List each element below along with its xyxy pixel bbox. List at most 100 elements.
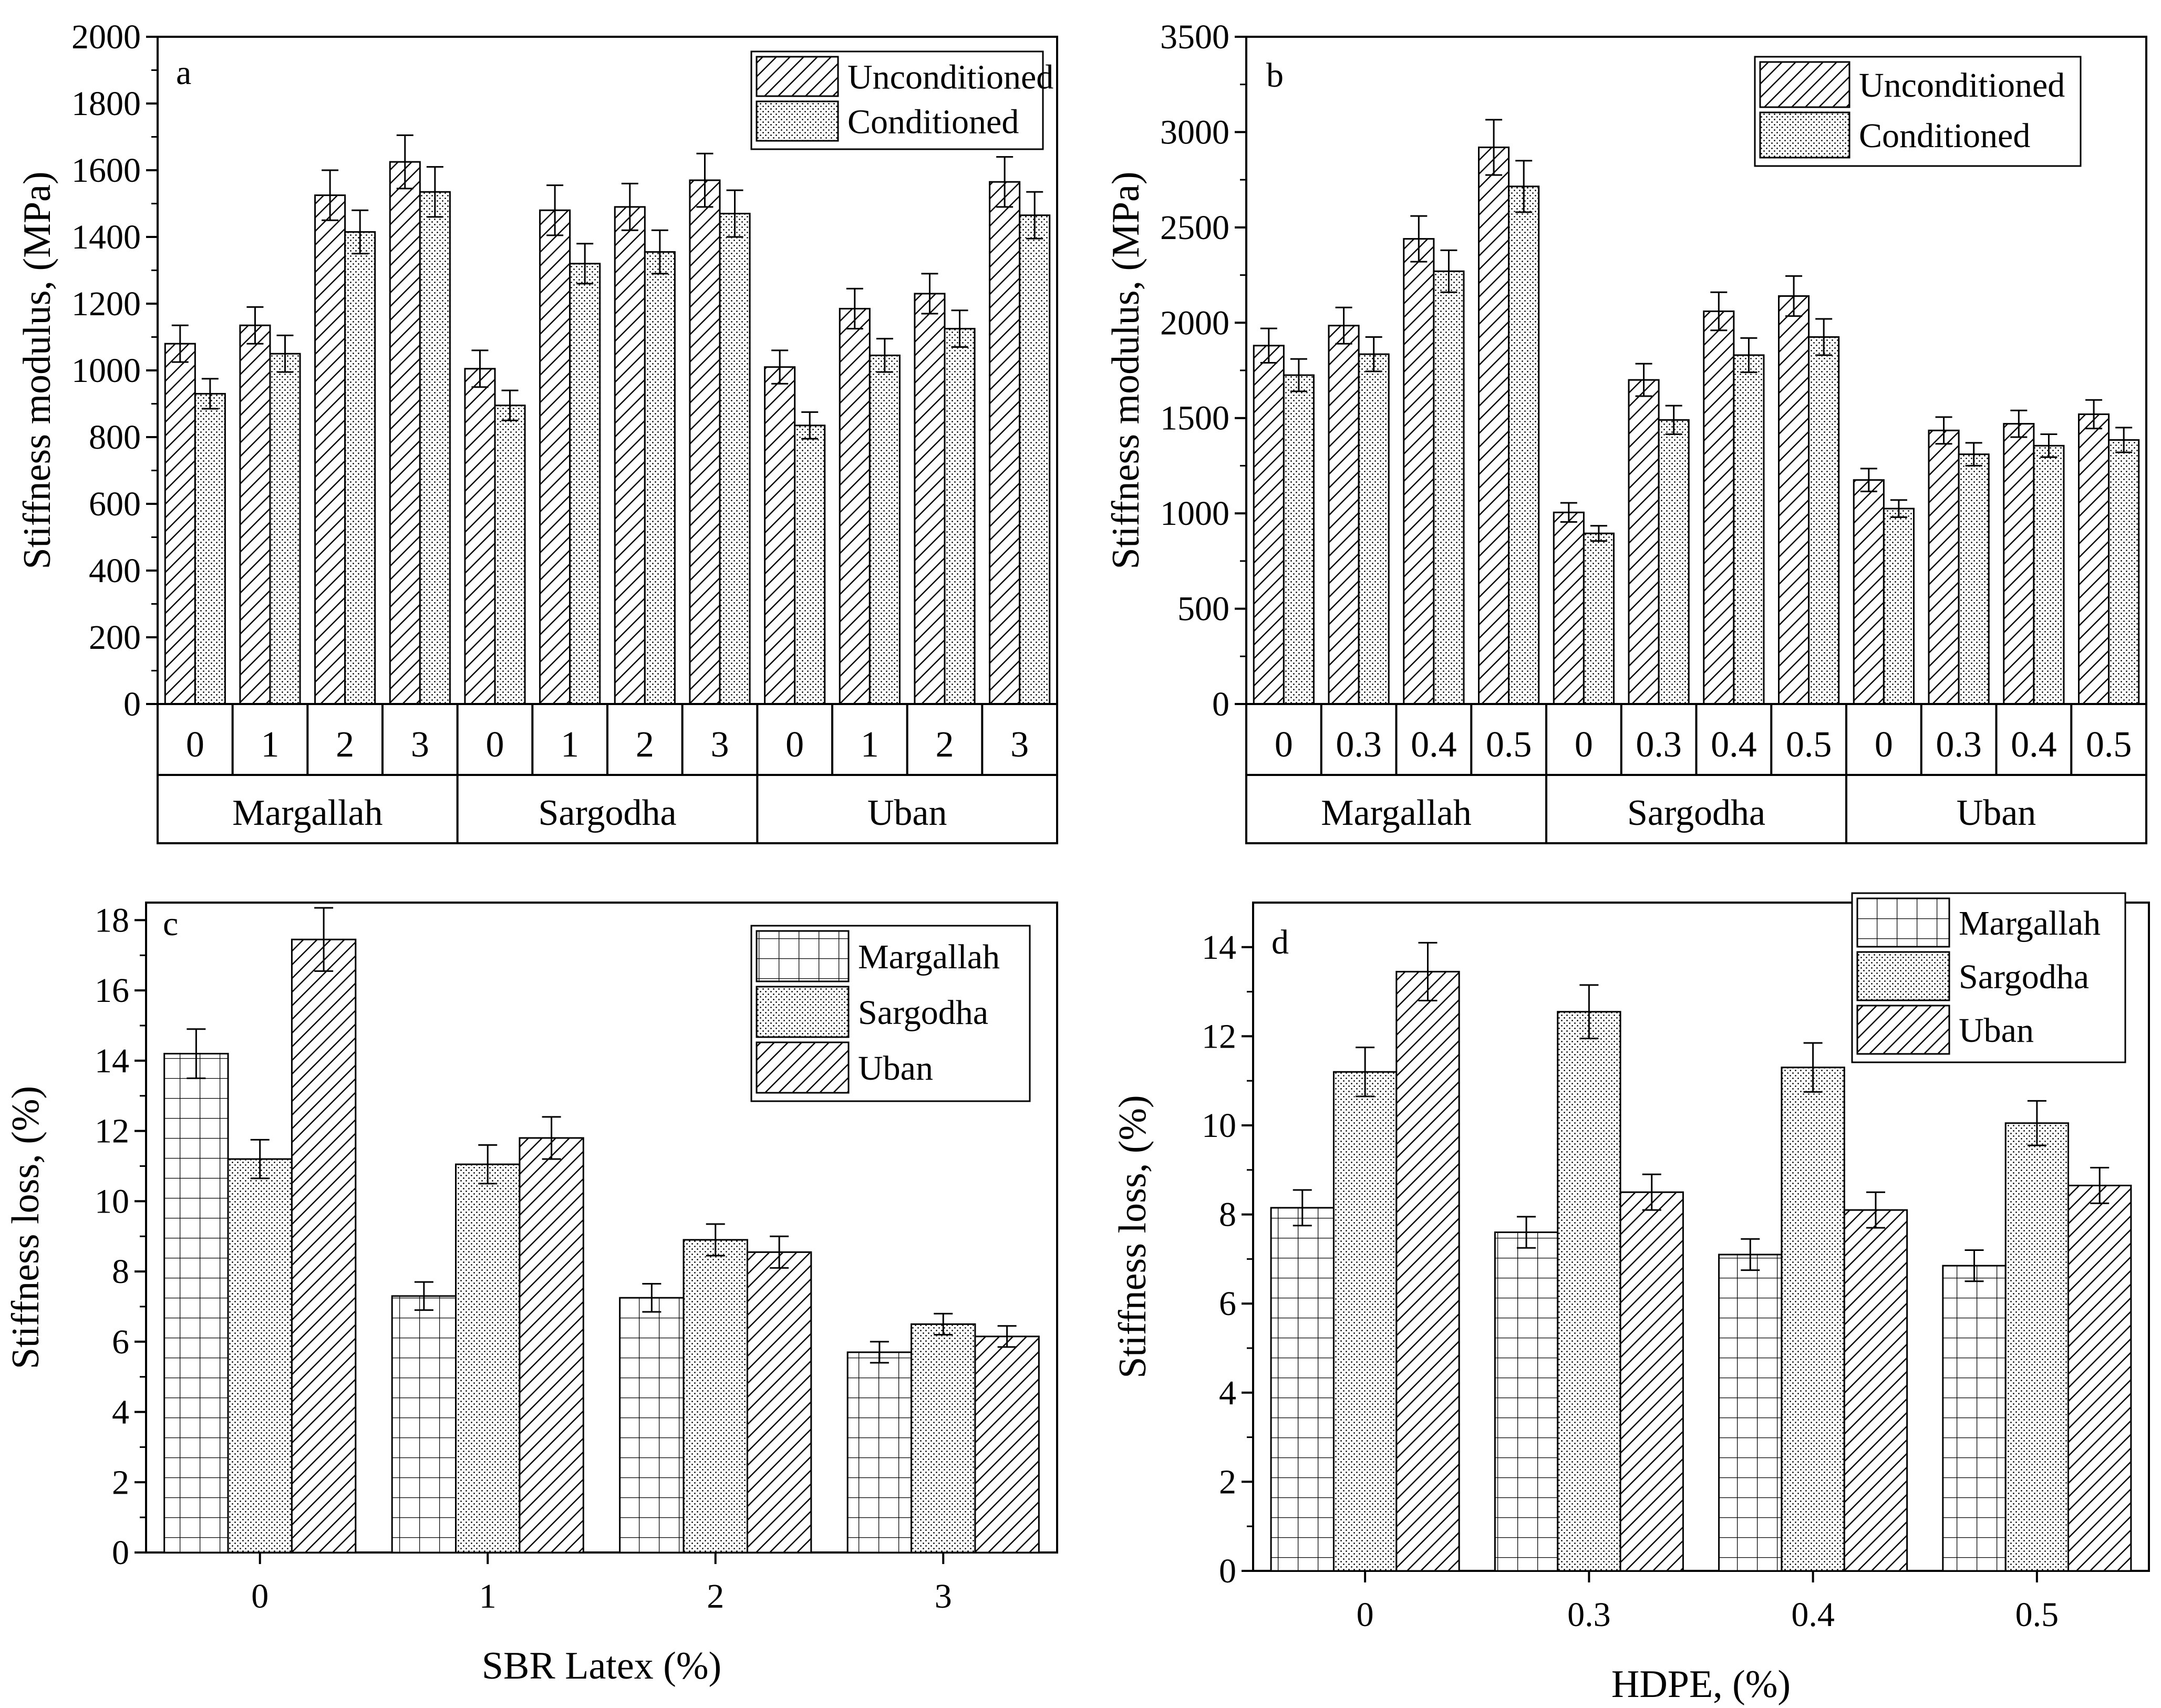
legend-label: Conditioned [847, 103, 1019, 141]
x-tick-label: 0.5 [2015, 1596, 2059, 1634]
y-tick-label: 4 [112, 1393, 129, 1432]
x-tick-label: 0 [251, 1577, 268, 1616]
y-tick-label: 1200 [71, 285, 141, 323]
group-label: Uban [1957, 793, 2036, 833]
level-label: 0.4 [1411, 724, 1457, 765]
y-tick-label: 1000 [71, 351, 141, 390]
bar-uban-0 [1395, 970, 1460, 1572]
y-tick-label: 6 [112, 1323, 129, 1361]
bar-unconditioned-margallah-2 [314, 194, 346, 705]
legend-label: Conditioned [1859, 117, 2030, 155]
level-label: 0 [1875, 724, 1893, 765]
bar-margallah-1 [391, 1295, 457, 1554]
legend-swatch [756, 1041, 850, 1094]
level-label: 0.3 [1336, 724, 1382, 765]
level-label: 0 [785, 724, 804, 765]
bar-sargodha-0.3 [1557, 1011, 1621, 1572]
bar-conditioned-uban-1 [868, 354, 901, 705]
legend-swatch [1856, 951, 1950, 1001]
legend-swatch [1759, 111, 1850, 159]
y-tick-label: 1000 [1160, 494, 1229, 533]
bar-conditioned-uban-0 [794, 425, 826, 705]
bar-conditioned-sargodha-0.3 [1658, 419, 1690, 705]
y-tick-label: 8 [112, 1252, 129, 1291]
y-tick-label: 1800 [71, 85, 141, 123]
bar-unconditioned-sargodha-0.4 [1703, 310, 1735, 705]
legend-swatch [756, 100, 839, 142]
bar-conditioned-margallah-0 [194, 392, 226, 705]
y-tick-label: 2500 [1160, 209, 1229, 247]
bar-conditioned-sargodha-1 [569, 263, 601, 705]
legend-label: Margallah [858, 938, 1000, 976]
panel-letter: b [1266, 56, 1284, 95]
bar-unconditioned-uban-0.4 [2003, 423, 2035, 705]
x-tick-label: 2 [707, 1577, 724, 1616]
legend-label: Unconditioned [847, 58, 1053, 97]
level-label: 0 [186, 724, 204, 765]
y-tick-label: 2 [112, 1463, 129, 1502]
group-label: Margallah [1321, 793, 1471, 833]
bar-conditioned-uban-0 [1883, 508, 1915, 705]
bar-unconditioned-uban-2 [914, 293, 946, 705]
y-tick-label: 200 [89, 618, 141, 657]
level-label: 0.4 [1711, 724, 1757, 765]
y-tick-label: 14 [1202, 928, 1236, 967]
bar-margallah-3 [846, 1351, 913, 1554]
level-label: 0.3 [1936, 724, 1982, 765]
bar-unconditioned-uban-3 [989, 181, 1021, 705]
legend-swatch [1856, 897, 1950, 948]
level-label: 1 [261, 724, 280, 765]
bar-conditioned-uban-0.3 [1958, 453, 1990, 705]
legend-swatch [756, 930, 850, 982]
level-label: 0.5 [1486, 724, 1532, 765]
bar-unconditioned-sargodha-0 [464, 368, 496, 705]
x-tick-label: 3 [935, 1577, 952, 1616]
y-tick-label: 10 [1202, 1106, 1236, 1145]
level-label: 2 [336, 724, 354, 765]
bar-uban-0.5 [2067, 1184, 2132, 1572]
level-label: 3 [1010, 724, 1029, 765]
bar-unconditioned-margallah-0.5 [1478, 146, 1510, 705]
bar-unconditioned-sargodha-0.5 [1778, 295, 1810, 705]
y-axis-title: Stiffness modulus, (MPa) [1104, 171, 1147, 569]
bar-conditioned-margallah-0.5 [1508, 185, 1540, 705]
y-tick-label: 8 [1219, 1196, 1236, 1234]
bar-conditioned-sargodha-0 [1583, 532, 1615, 705]
y-axis-title: Stiffness loss, (%) [1111, 1095, 1154, 1378]
bar-sargodha-0 [227, 1158, 293, 1554]
bar-conditioned-sargodha-2 [644, 251, 676, 705]
x-axis-title: HDPE, (%) [1611, 1663, 1791, 1706]
bar-conditioned-uban-3 [1019, 214, 1051, 705]
x-tick-label: 1 [479, 1577, 497, 1616]
x-axis-title: SBR Latex (%) [482, 1644, 721, 1688]
plot-frame [1252, 902, 2150, 1572]
bar-sargodha-3 [911, 1323, 976, 1554]
bar-unconditioned-sargodha-0 [1553, 511, 1585, 705]
y-tick-label: 16 [95, 971, 129, 1010]
legend-swatch [756, 986, 850, 1038]
bar-conditioned-uban-0.5 [2108, 439, 2140, 705]
level-label: 0.5 [1786, 724, 1832, 765]
bar-unconditioned-margallah-0 [1253, 345, 1285, 705]
y-tick-label: 2000 [71, 18, 141, 56]
bar-unconditioned-margallah-0.3 [1328, 325, 1360, 705]
y-tick-label: 1500 [1160, 399, 1229, 438]
bar-uban-2 [746, 1251, 812, 1554]
level-label: 0.3 [1636, 724, 1682, 765]
y-tick-label: 3000 [1160, 113, 1229, 151]
y-axis-title: Stiffness modulus, (MPa) [16, 171, 59, 569]
y-tick-label: 12 [95, 1112, 129, 1151]
bar-margallah-0.5 [1942, 1265, 2007, 1572]
y-tick-label: 400 [89, 552, 141, 590]
bar-conditioned-margallah-2 [344, 231, 376, 705]
y-tick-label: 2 [1219, 1463, 1236, 1501]
legend-label: Unconditioned [1859, 66, 2065, 105]
bar-unconditioned-sargodha-1 [539, 209, 571, 705]
y-axis-title: Stiffness loss, (%) [4, 1086, 47, 1369]
group-label: Sargodha [1627, 793, 1765, 833]
panel-letter: c [163, 905, 178, 943]
y-tick-label: 0 [123, 685, 141, 723]
y-tick-label: 4 [1219, 1374, 1236, 1412]
group-label: Sargodha [538, 793, 676, 833]
